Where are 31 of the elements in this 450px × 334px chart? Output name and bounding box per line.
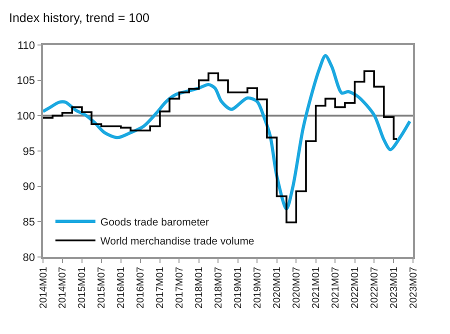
y-tick-label: 85	[22, 216, 36, 229]
line-series	[43, 54, 412, 211]
x-tick-label: 2016M01	[116, 266, 128, 308]
x-tick-label: 2018M01	[194, 266, 206, 308]
y-tick-label: 105	[16, 75, 36, 88]
x-tick-label: 2019M07	[252, 266, 264, 308]
x-tick-label: 2023M07	[408, 266, 420, 308]
y-tick-label: 110	[18, 40, 36, 52]
x-tick-label: 2020M01	[272, 266, 284, 308]
x-tick-label: 2020M07	[291, 266, 302, 308]
x-tick-label: 2021M01	[311, 266, 322, 308]
x-tick-label: 2022M07	[369, 266, 380, 308]
y-tick-label: 95	[22, 146, 36, 158]
x-tick-label: 2015M01	[77, 266, 88, 308]
x-tick-label: 2018M07	[213, 266, 224, 308]
x-tick-label: 2017M07	[174, 266, 186, 308]
legend-label: Goods trade barometer	[100, 216, 210, 228]
x-tick-label: 2019M01	[233, 266, 244, 308]
x-tick-label: 2014M01	[38, 266, 50, 308]
x-tick-label: 2015M07	[96, 266, 108, 308]
x-tick-label: 2014M07	[58, 266, 69, 308]
x-tick-label: 2017M01	[155, 266, 166, 308]
x-tick-label: 2021M07	[330, 266, 342, 308]
x-tick-label: 2016M07	[136, 266, 147, 308]
y-tick-label: 80	[22, 252, 36, 264]
x-tick-label: 2023M01	[388, 266, 400, 308]
y-tick-label: 100	[16, 110, 36, 123]
legend-label: World merchandise trade volume	[100, 235, 254, 248]
y-tick-label: 90	[22, 181, 36, 194]
chart-title: Index history, trend = 100	[9, 11, 150, 26]
x-tick-label: 2022M01	[350, 266, 361, 308]
